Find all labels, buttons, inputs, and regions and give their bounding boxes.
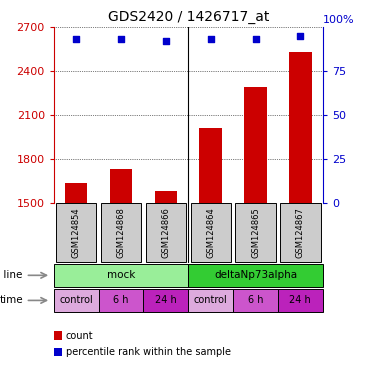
Text: 24 h: 24 h <box>155 295 177 305</box>
Text: 6 h: 6 h <box>113 295 129 305</box>
Point <box>253 36 259 42</box>
Bar <box>54 348 62 356</box>
Text: GSM124868: GSM124868 <box>116 207 125 258</box>
FancyBboxPatch shape <box>188 264 323 287</box>
Bar <box>54 331 62 340</box>
FancyBboxPatch shape <box>99 289 144 312</box>
Text: percentile rank within the sample: percentile rank within the sample <box>66 347 231 357</box>
FancyBboxPatch shape <box>56 203 96 262</box>
Bar <box>200 128 222 202</box>
Text: GSM124867: GSM124867 <box>296 207 305 258</box>
FancyBboxPatch shape <box>191 203 231 262</box>
FancyBboxPatch shape <box>278 289 323 312</box>
Point <box>298 33 303 39</box>
FancyBboxPatch shape <box>54 289 99 312</box>
Text: GSM124866: GSM124866 <box>161 207 170 258</box>
Point <box>208 36 214 42</box>
Text: 100%: 100% <box>323 15 354 25</box>
Text: GSM124854: GSM124854 <box>72 207 81 258</box>
FancyBboxPatch shape <box>233 289 278 312</box>
Point <box>118 36 124 42</box>
FancyBboxPatch shape <box>235 203 276 262</box>
Bar <box>110 169 132 202</box>
FancyBboxPatch shape <box>144 289 188 312</box>
FancyBboxPatch shape <box>280 203 321 262</box>
Text: GSM124864: GSM124864 <box>206 207 215 258</box>
Text: deltaNp73alpha: deltaNp73alpha <box>214 270 297 280</box>
Text: cell line: cell line <box>0 270 23 280</box>
Text: 6 h: 6 h <box>248 295 263 305</box>
Text: time: time <box>0 295 23 305</box>
Text: mock: mock <box>107 270 135 280</box>
Text: control: control <box>59 295 93 305</box>
Bar <box>65 183 88 202</box>
Title: GDS2420 / 1426717_at: GDS2420 / 1426717_at <box>108 10 269 25</box>
FancyBboxPatch shape <box>101 203 141 262</box>
FancyBboxPatch shape <box>188 289 233 312</box>
Text: control: control <box>194 295 227 305</box>
Bar <box>289 52 312 202</box>
Bar <box>244 87 267 202</box>
Point <box>73 36 79 42</box>
Bar <box>155 191 177 202</box>
FancyBboxPatch shape <box>54 264 188 287</box>
Point <box>163 38 169 44</box>
FancyBboxPatch shape <box>146 203 186 262</box>
Text: GSM124865: GSM124865 <box>251 207 260 258</box>
Text: 24 h: 24 h <box>289 295 311 305</box>
Text: count: count <box>66 331 93 341</box>
